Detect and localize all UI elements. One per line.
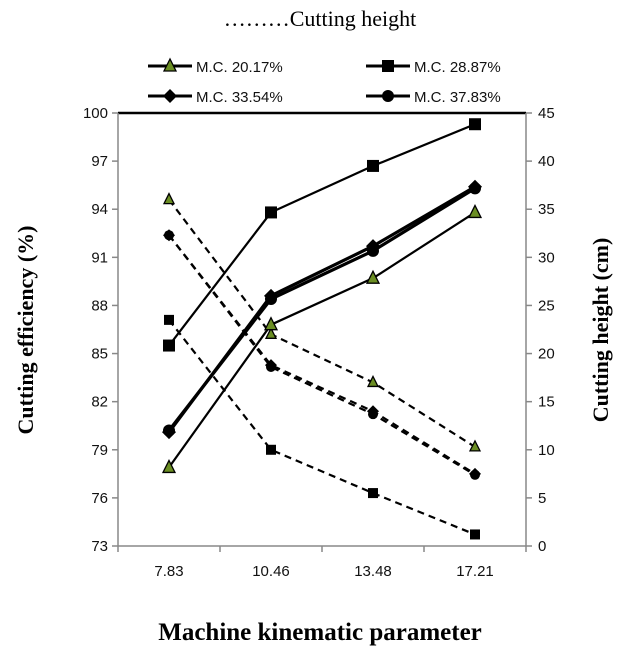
y2-axis-label: Cutting height (cm): [588, 238, 613, 423]
efficiency-point-circle: [163, 424, 175, 437]
legend-marker-square: [382, 60, 394, 72]
y2-tick-label: 5: [538, 490, 546, 507]
efficiency-point-triangle: [467, 203, 483, 219]
cutting-height-point-triangle: [468, 439, 482, 452]
cutting-height-line-square: [168, 319, 476, 536]
x-tick-label: 10.46: [252, 563, 290, 580]
plot-area: 73 76 79 82 85 88 91 94 97 100 0 5 10 15 20 25 30 35 40 45 7…: [83, 105, 555, 580]
cutting-height-point-circle: [470, 469, 480, 480]
efficiency-point-triangle: [365, 269, 381, 284]
cutting-height-point-circle: [368, 409, 378, 420]
y2-tick-label: 15: [538, 394, 555, 411]
y-tick-label: 82: [91, 394, 108, 411]
y-tick-label: 79: [91, 442, 108, 459]
cutting-height-point-circle: [266, 362, 276, 373]
x-tick-label: 7.83: [154, 563, 183, 580]
cutting-height-point-square: [470, 529, 480, 540]
y2-tick-label: 30: [538, 249, 555, 266]
efficiency-point-square: [265, 206, 277, 219]
efficiency-point-circle: [265, 293, 277, 306]
cutting-height-line-triangle: [168, 198, 476, 448]
efficiency-line-diamond: [167, 185, 476, 434]
y2-tick-label: 40: [538, 153, 555, 170]
legend-label: M.C. 28.87%: [414, 59, 501, 76]
cutting-height-point-square: [164, 314, 174, 325]
y2-tick-label: 20: [538, 346, 555, 363]
efficiency-point-circle: [469, 182, 481, 195]
y-axis-label: Cutting efficiency (%): [13, 226, 38, 435]
x-tick-label: 17.21: [456, 563, 494, 580]
legend-marker-diamond: [163, 89, 177, 103]
y-tick-label: 97: [91, 153, 108, 170]
efficiency-line-circle: [167, 187, 476, 432]
y2-tick-label: 45: [538, 105, 555, 122]
y-tick-label: 100: [83, 105, 108, 122]
cutting-height-point-triangle: [162, 192, 176, 205]
efficiency-point-square: [163, 339, 175, 352]
legend-marker-circle: [382, 90, 394, 102]
y-tick-label: 91: [91, 249, 108, 266]
efficiency-line-square: [168, 123, 476, 347]
legend-marker-triangle: [162, 57, 178, 72]
legend-label: M.C. 20.17%: [196, 59, 283, 76]
y2-tick-label: 35: [538, 201, 555, 218]
cutting-height-point-circle: [164, 230, 174, 241]
legend: M.C. 20.17% M.C. 28.87% M.C. 33.54% M.C. 37…: [148, 57, 501, 106]
cutting-height-point-triangle: [264, 326, 278, 339]
cutting-height-point-square: [266, 444, 276, 455]
y-tick-label: 94: [91, 201, 108, 218]
x-axis-label: Machine kinematic parameter: [158, 619, 482, 646]
cutting-height-line-diamond: [168, 234, 476, 475]
efficiency-point-triangle: [263, 316, 279, 331]
efficiency-point-square: [469, 118, 481, 131]
cutting-height-line-circle: [168, 234, 476, 476]
efficiency-point-triangle: [161, 458, 177, 474]
y2-tick-label: 0: [538, 538, 546, 555]
legend-label: M.C. 37.83%: [414, 89, 501, 106]
efficiency-point-square: [367, 159, 379, 172]
cutting-height-point-square: [368, 488, 378, 499]
y2-tick-label: 25: [538, 297, 555, 314]
legend-label: M.C. 33.54%: [196, 89, 283, 106]
y-tick-label: 85: [91, 346, 108, 363]
x-tick-label: 13.48: [354, 563, 392, 580]
y-tick-label: 88: [91, 297, 108, 314]
cutting-height-point-triangle: [366, 374, 380, 388]
y2-tick-label: 10: [538, 442, 555, 459]
y-tick-label: 76: [91, 490, 108, 507]
y-tick-label: 73: [91, 538, 108, 555]
efficiency-point-circle: [367, 244, 379, 257]
chart-title: ………Cutting height: [224, 6, 417, 31]
efficiency-line-triangle: [168, 211, 476, 469]
